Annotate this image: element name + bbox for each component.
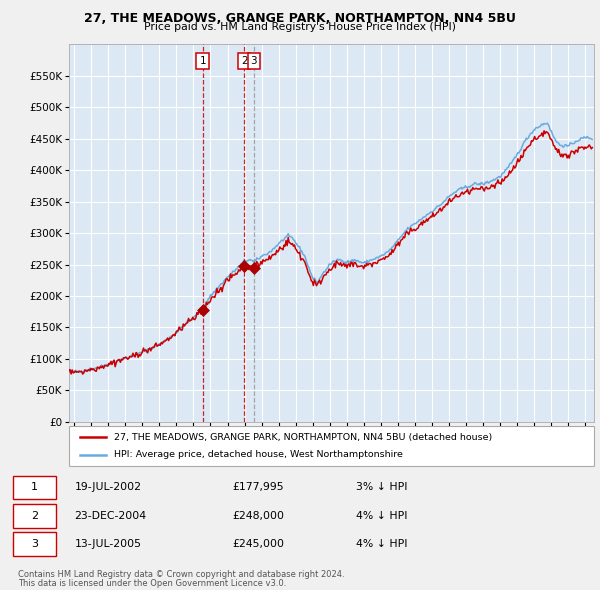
Text: Price paid vs. HM Land Registry's House Price Index (HPI): Price paid vs. HM Land Registry's House …	[144, 22, 456, 32]
Text: 1: 1	[31, 482, 38, 492]
Text: 3% ↓ HPI: 3% ↓ HPI	[356, 482, 408, 492]
Text: 19-JUL-2002: 19-JUL-2002	[74, 482, 142, 492]
FancyBboxPatch shape	[13, 504, 56, 527]
Text: Contains HM Land Registry data © Crown copyright and database right 2024.: Contains HM Land Registry data © Crown c…	[18, 571, 344, 579]
Text: 4% ↓ HPI: 4% ↓ HPI	[356, 539, 408, 549]
Text: 4% ↓ HPI: 4% ↓ HPI	[356, 510, 408, 520]
FancyBboxPatch shape	[13, 476, 56, 499]
Text: 3: 3	[250, 56, 257, 66]
FancyBboxPatch shape	[13, 532, 56, 556]
Text: 3: 3	[31, 539, 38, 549]
Text: 27, THE MEADOWS, GRANGE PARK, NORTHAMPTON, NN4 5BU: 27, THE MEADOWS, GRANGE PARK, NORTHAMPTO…	[84, 12, 516, 25]
Text: 2: 2	[241, 56, 248, 66]
Text: £248,000: £248,000	[232, 510, 284, 520]
Text: 13-JUL-2005: 13-JUL-2005	[74, 539, 142, 549]
Text: £177,995: £177,995	[232, 482, 284, 492]
Text: HPI: Average price, detached house, West Northamptonshire: HPI: Average price, detached house, West…	[113, 450, 403, 460]
Text: 27, THE MEADOWS, GRANGE PARK, NORTHAMPTON, NN4 5BU (detached house): 27, THE MEADOWS, GRANGE PARK, NORTHAMPTO…	[113, 432, 492, 442]
FancyBboxPatch shape	[69, 426, 594, 466]
Text: 2: 2	[31, 510, 38, 520]
Text: £245,000: £245,000	[232, 539, 284, 549]
Text: This data is licensed under the Open Government Licence v3.0.: This data is licensed under the Open Gov…	[18, 579, 286, 588]
Text: 1: 1	[199, 56, 206, 66]
Text: 23-DEC-2004: 23-DEC-2004	[74, 510, 146, 520]
